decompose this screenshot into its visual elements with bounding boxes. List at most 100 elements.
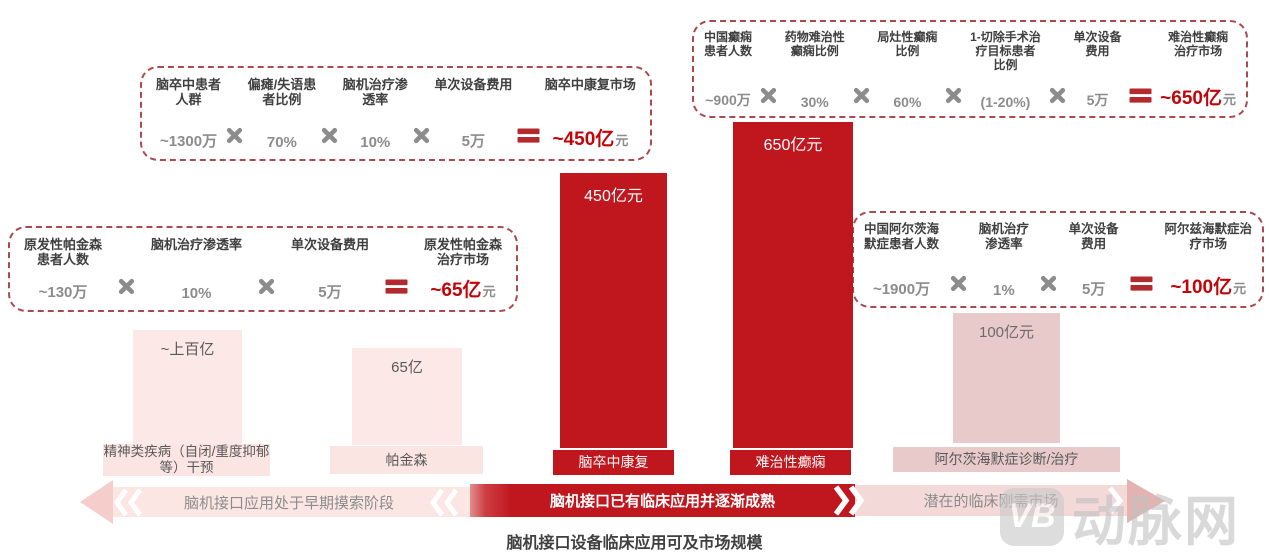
label-band-parkinson: 帕金森: [330, 446, 483, 474]
brand-name: 动脉网: [1072, 492, 1240, 552]
formula-box-parkinson: 原发性帕金森 患者人数 ~130万 脑机治疗渗透率 10% 单次设备费用 5万 原发性帕金森…: [8, 226, 518, 312]
term-label: 单次设备 费用: [1068, 222, 1119, 251]
brand-logo-icon: VB: [1000, 487, 1064, 546]
multiply-icon: [760, 87, 777, 104]
term-value: ~65亿元: [430, 280, 496, 301]
formula-result: 阿尔兹海默症治 疗市场 ~100亿元: [1164, 222, 1252, 299]
bar-epilepsy: 650亿元: [733, 122, 853, 448]
chevron-right-icon: [1106, 486, 1126, 515]
term-value: ~100亿元: [1170, 277, 1247, 298]
term-value: 10%: [360, 134, 391, 151]
formula-term: 原发性帕金森 患者人数 ~130万: [24, 237, 102, 302]
right-arrowhead-icon: [1127, 479, 1165, 523]
term-label: 阿尔兹海默症治 疗市场: [1164, 222, 1252, 251]
term-label: 单次设备费用: [434, 77, 513, 92]
bar-alzheimer: 100亿元: [953, 313, 1060, 443]
chevrons-left-icon: [113, 488, 144, 517]
term-value: 30%: [800, 94, 829, 110]
multiply-icon: [413, 127, 430, 144]
term-value: ~130万: [38, 284, 88, 301]
term-value: 5万: [1081, 281, 1106, 298]
multiply-icon: [226, 127, 243, 144]
chevrons-left-icon: [429, 488, 460, 517]
term-value: ~900万: [705, 92, 751, 108]
label-band-mental-disorders: 精神类疾病（自闭/重度抑郁等）干预: [103, 444, 270, 476]
formula-term: 局灶性癫痫 比例 60%: [877, 30, 937, 110]
term-value: 70%: [266, 134, 297, 151]
multiply-icon: [945, 87, 962, 104]
term-label: 原发性帕金森 患者人数: [24, 237, 103, 268]
multiply-icon: [853, 87, 870, 104]
term-value: ~650亿元: [1160, 88, 1236, 109]
stage-arrow-left: 脑机接口应用处于早期摸索阶段: [108, 487, 470, 517]
formula-box-epilepsy: 中国癫痫 患者人数 ~900万 药物难治性 癫痫比例 30% 局灶性癫痫 比例 60% 1-…: [692, 20, 1248, 118]
formula-term: 单次设备费用 5万: [434, 77, 512, 151]
formula-box-alzheimer: 中国阿尔茨海 默症患者人数 ~1900万 脑机治疗 渗透率 1% 单次设备 费用 5万 阿尔…: [852, 211, 1264, 308]
term-unit: 元: [615, 133, 629, 148]
term-value: ~450亿元: [552, 129, 629, 150]
formula-result: 脑卒中康复市场 ~450亿元: [545, 77, 636, 151]
term-value: 5万: [461, 133, 486, 150]
term-label: 脑机治疗渗 透率: [342, 77, 408, 108]
term-label: 1-切除手术治 疗目标患者 比例: [970, 30, 1041, 73]
term-label: 单次设备 费用: [1073, 30, 1122, 59]
stage-arrow-middle: 脑机接口已有临床应用并逐渐成熟: [470, 484, 855, 517]
formula-term: 药物难治性 癫痫比例 30%: [785, 30, 845, 110]
multiply-icon: [950, 275, 967, 292]
equals-icon: [1129, 87, 1152, 104]
left-arrowhead-icon: [80, 480, 113, 524]
equals-icon: [385, 278, 408, 295]
term-unit: 元: [482, 284, 496, 299]
term-label: 单次设备费用: [290, 237, 369, 252]
term-value: 5万: [1086, 92, 1109, 108]
label-band-stroke-rehab: 脑卒中康复: [553, 450, 674, 475]
term-label: 脑卒中康复市场: [544, 77, 636, 92]
formula-term: 单次设备费用 5万: [291, 237, 369, 302]
formula-result: 原发性帕金森 治疗市场 ~65亿元: [424, 237, 502, 302]
term-label: 难治性癫痫 治疗市场: [1168, 30, 1229, 59]
term-label: 脑机治疗渗透率: [150, 237, 242, 252]
formula-term: 单次设备 费用 5万: [1073, 30, 1121, 110]
formula-term: 脑卒中患者 人群 ~1300万: [156, 77, 221, 151]
formula-term: 单次设备 费用 5万: [1069, 222, 1119, 299]
term-label: 原发性帕金森 治疗市场: [423, 237, 502, 268]
formula-term: 偏瘫/失语患 者比例 70%: [248, 77, 317, 151]
term-value: 1%: [992, 282, 1015, 299]
formula-term: 1-切除手术治 疗目标患者 比例 (1-20%): [970, 30, 1041, 110]
formula-term: 中国阿尔茨海 默症患者人数 ~1900万: [864, 222, 939, 299]
bar-mental-disorders: ~上百亿: [133, 330, 242, 445]
equals-icon: [517, 127, 540, 144]
bar-stroke-rehab: 450亿元: [560, 173, 667, 448]
multiply-icon: [1040, 275, 1057, 292]
term-label: 局灶性癫痫 比例: [877, 30, 938, 59]
multiply-icon: [1049, 87, 1066, 104]
term-value: (1-20%): [980, 94, 1031, 110]
bar-value: 650亿元: [763, 137, 823, 154]
term-unit: 元: [1222, 92, 1236, 107]
formula-term: 中国癫痫 患者人数 ~900万: [704, 30, 752, 110]
watermark: VB 动脉网: [1000, 477, 1240, 556]
term-label: 偏瘫/失语患 者比例: [247, 77, 317, 108]
term-value: ~1900万: [872, 281, 931, 298]
bar-value: ~上百亿: [160, 341, 215, 358]
bar-value: 100亿元: [978, 324, 1035, 341]
term-label: 脑卒中患者 人群: [156, 77, 222, 108]
term-value: ~1300万: [159, 133, 218, 150]
formula-result: 难治性癫痫 治疗市场 ~650亿元: [1160, 30, 1236, 110]
label-band-alzheimer: 阿尔茨海默症诊断/治疗: [893, 447, 1120, 472]
term-label: 中国癫痫 患者人数: [704, 30, 753, 59]
bar-parkinson: 65亿: [352, 348, 462, 445]
chevrons-right-icon: [832, 485, 866, 516]
term-label: 脑机治疗 渗透率: [978, 222, 1029, 251]
multiply-icon: [321, 127, 338, 144]
bar-value: 450亿元: [584, 188, 643, 205]
equals-icon: [1130, 275, 1153, 292]
formula-term: 脑机治疗渗透率 10%: [151, 237, 242, 302]
page-title: 脑机接口设备临床应用可及市场规模: [506, 535, 763, 552]
multiply-icon: [118, 278, 135, 295]
formula-term: 脑机治疗 渗透率 1%: [979, 222, 1029, 299]
formula-term: 脑机治疗渗 透率 10%: [343, 77, 408, 151]
multiply-icon: [258, 278, 275, 295]
term-label: 中国阿尔茨海 默症患者人数: [864, 222, 940, 251]
